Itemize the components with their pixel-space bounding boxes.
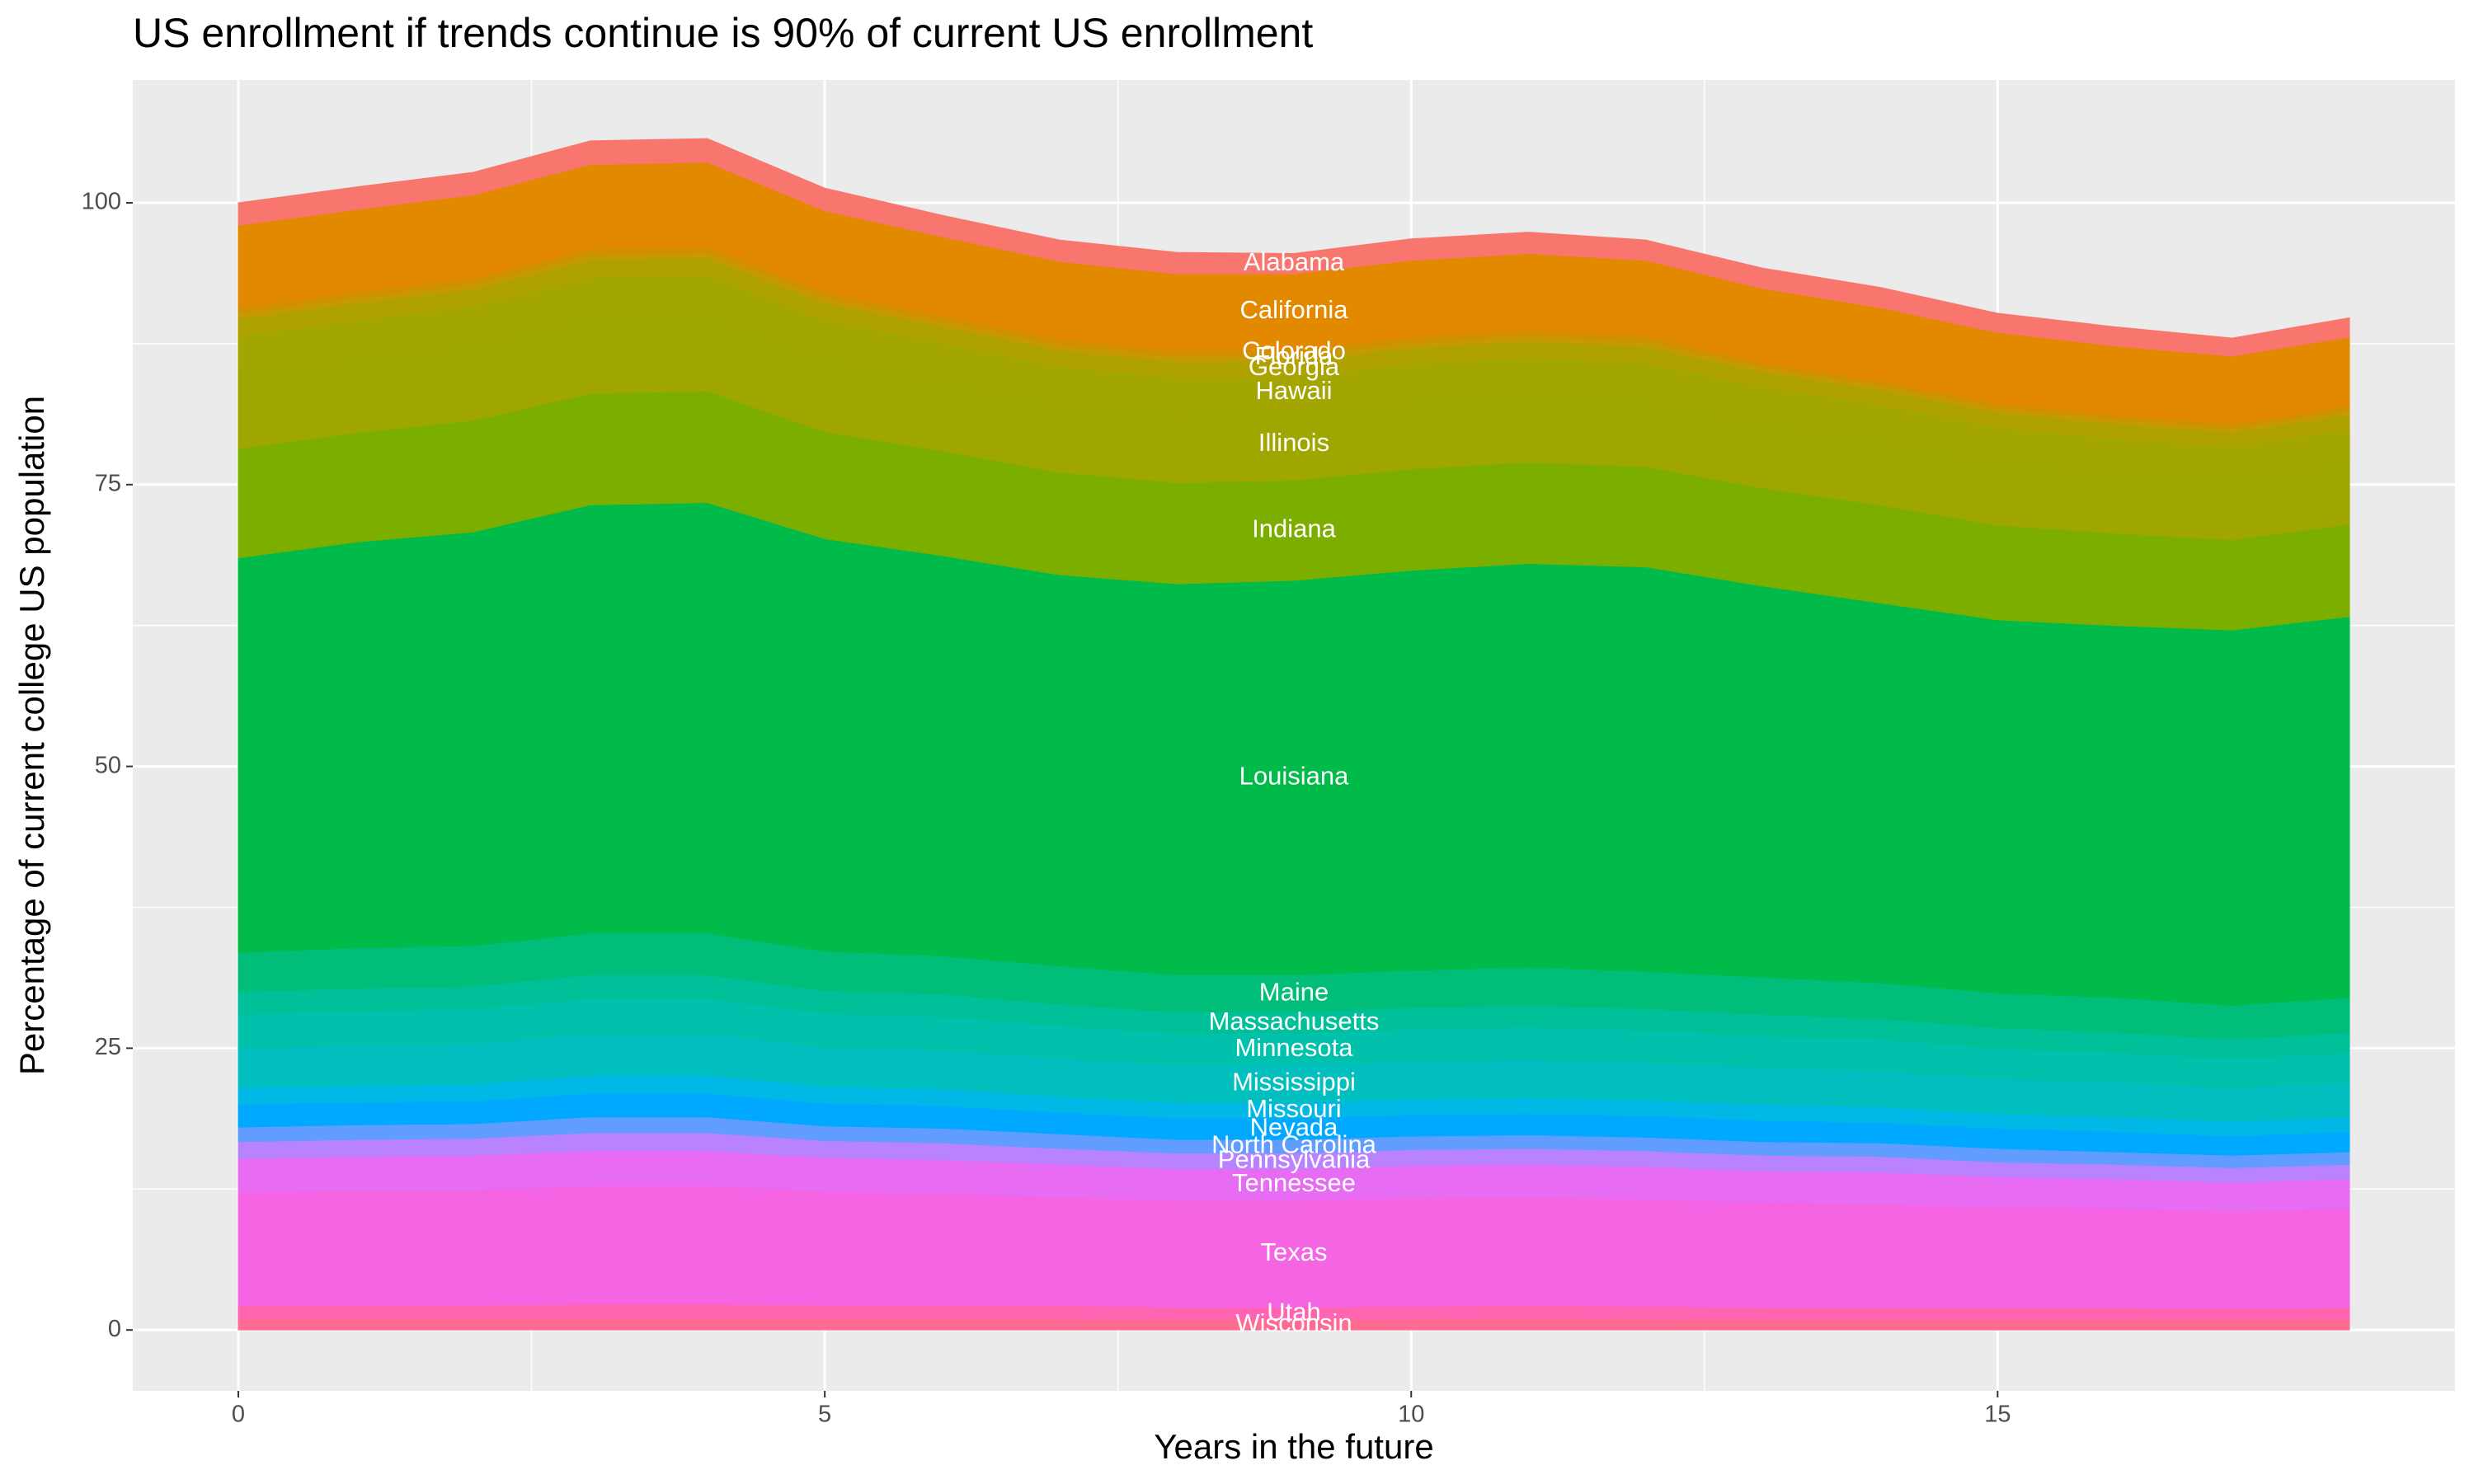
- area-label: North Carolina: [1211, 1130, 1377, 1159]
- area-label: Pennsylvania: [1218, 1144, 1371, 1173]
- area-label: Alabama: [1244, 247, 1345, 276]
- x-tick-label: 0: [232, 1402, 245, 1428]
- axes: 0 25 50 75 100 0 5 10 15: [82, 189, 2011, 1428]
- area-label: Minnesota: [1235, 1033, 1353, 1062]
- area-label: Wisconsin: [1235, 1308, 1352, 1337]
- y-tick-label: 50: [95, 752, 121, 778]
- area-label: Louisiana: [1239, 761, 1349, 790]
- x-tick-label: 10: [1398, 1402, 1424, 1428]
- x-axis-title: Years in the future: [1154, 1427, 1433, 1466]
- area-label: Massachusetts: [1209, 1007, 1380, 1036]
- x-tick-label: 15: [1984, 1402, 2011, 1428]
- area-label: Maine: [1259, 977, 1329, 1006]
- area-labels: WisconsinUtahTexasTennesseePennsylvaniaN…: [1209, 247, 1380, 1337]
- area-label: Tennessee: [1232, 1168, 1356, 1197]
- area: [238, 138, 2350, 357]
- area-label: Florida: [1255, 341, 1334, 370]
- area-label: Colorado: [1242, 336, 1346, 364]
- areas: [238, 138, 2350, 1331]
- area-label: Missouri: [1246, 1094, 1341, 1123]
- area-label: Mississippi: [1232, 1068, 1356, 1097]
- chart-title: US enrollment if trends continue is 90% …: [133, 10, 1313, 56]
- y-axis-title: Percentage of current college US populat…: [12, 396, 51, 1075]
- area-label: Hawaii: [1255, 376, 1332, 405]
- area-label: Utah: [1267, 1298, 1320, 1327]
- area-label: Georgia: [1249, 352, 1340, 381]
- y-tick-label: 100: [82, 189, 121, 215]
- y-tick-label: 0: [108, 1316, 121, 1342]
- x-tick-label: 5: [818, 1402, 831, 1428]
- area-label: Indiana: [1252, 514, 1336, 542]
- y-tick-label: 75: [95, 470, 121, 496]
- area-label: Illinois: [1258, 428, 1329, 457]
- area-label: Nevada: [1250, 1112, 1339, 1141]
- y-tick-label: 25: [95, 1034, 121, 1060]
- area-label: California: [1240, 295, 1349, 324]
- area-label: Texas: [1261, 1237, 1328, 1266]
